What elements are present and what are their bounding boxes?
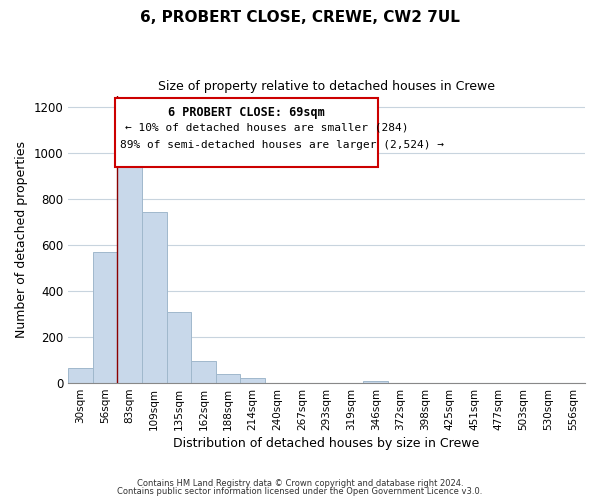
Bar: [191, 361, 216, 383]
Text: ← 10% of detached houses are smaller (284): ← 10% of detached houses are smaller (28…: [125, 123, 409, 133]
Bar: [167, 312, 191, 383]
Y-axis label: Number of detached properties: Number of detached properties: [15, 141, 28, 338]
Title: Size of property relative to detached houses in Crewe: Size of property relative to detached ho…: [158, 80, 495, 93]
Text: Contains HM Land Registry data © Crown copyright and database right 2024.: Contains HM Land Registry data © Crown c…: [137, 478, 463, 488]
Bar: [142, 212, 167, 383]
Bar: [68, 368, 93, 383]
Text: Contains public sector information licensed under the Open Government Licence v3: Contains public sector information licen…: [118, 487, 482, 496]
Bar: [216, 374, 241, 383]
FancyBboxPatch shape: [115, 98, 378, 168]
X-axis label: Distribution of detached houses by size in Crewe: Distribution of detached houses by size …: [173, 437, 480, 450]
Bar: [364, 381, 388, 383]
Bar: [118, 153, 142, 383]
Text: 6 PROBERT CLOSE: 69sqm: 6 PROBERT CLOSE: 69sqm: [168, 106, 325, 118]
Bar: [93, 252, 118, 383]
Bar: [241, 378, 265, 383]
Text: 89% of semi-detached houses are larger (2,524) →: 89% of semi-detached houses are larger (…: [120, 140, 444, 150]
Text: 6, PROBERT CLOSE, CREWE, CW2 7UL: 6, PROBERT CLOSE, CREWE, CW2 7UL: [140, 10, 460, 25]
